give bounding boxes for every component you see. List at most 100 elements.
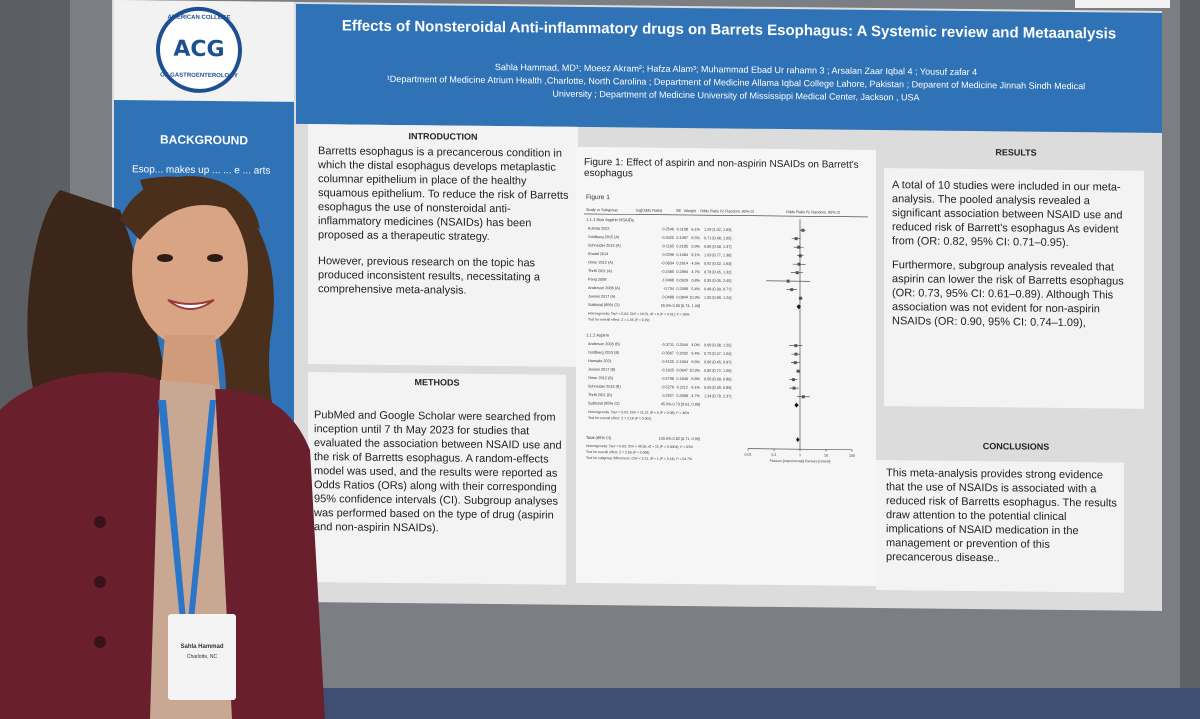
introduction-paragraph-2: However, previous research on the topic … <box>318 255 540 297</box>
study-weight: 6.8% <box>691 377 700 381</box>
background-heading: BACKGROUND <box>160 132 248 148</box>
study-weight: 4.7% <box>691 270 700 274</box>
logo-panel: AMERICAN COLLEGE ACG OF GASTROENTEROLOGY <box>114 0 294 102</box>
results-paragraph-1: A total of 10 studies were included in o… <box>892 179 1123 250</box>
poster-header: Effects of Nonsteroidal Anti-inflammator… <box>296 3 1162 133</box>
study-weight: 4.7% <box>691 394 700 398</box>
column-or-plot: Odds Ratio IV, Random, 95% CI <box>786 210 840 215</box>
study-point <box>786 279 790 283</box>
subtotal-diamond <box>794 402 799 408</box>
research-poster: AMERICAN COLLEGE ACG OF GASTROENTEROLOGY… <box>112 0 1162 611</box>
study-se: 0.2112 <box>677 385 688 389</box>
study-or-ci: 0.35 [0.05, 2.45] <box>704 279 731 283</box>
logo-ring-bottom: OF GASTROENTEROLOGY <box>160 72 238 80</box>
study-or-ci: 1.29 [1.02, 1.63] <box>704 228 731 232</box>
top-sign <box>1075 0 1170 8</box>
study-log-or: -0.2485 <box>661 270 674 274</box>
study-name: Omer 2012 (A) <box>588 260 614 264</box>
column-study: Study or Subgroup <box>586 208 618 212</box>
study-name: Schneider 2015 (A) <box>588 243 621 247</box>
total-heterogeneity: Heterogeneity: Tau² = 0.05; Chi² = 40.56… <box>586 444 693 449</box>
study-weight: 5.4% <box>691 287 700 291</box>
study-point <box>794 352 798 356</box>
total-label: Total (95% CI) <box>586 435 612 440</box>
introduction-heading: INTRODUCTION <box>408 131 478 142</box>
study-se: 0.1484 <box>676 253 688 257</box>
study-weight: 6.5% <box>691 236 700 240</box>
poster-authors: Sahla Hammad, MD¹; Moeez Akram²; Hafza A… <box>386 60 1086 106</box>
study-or-ci: 0.56 [0.39, 0.80] <box>704 377 731 381</box>
study-se: 0.1997 <box>676 236 688 240</box>
presenter-person <box>0 176 325 719</box>
study-or-ci: 0.48 [0.30, 0.77] <box>704 287 731 291</box>
total-value: 100.0% 0.82 [0.71, 0.95] <box>659 437 700 441</box>
column-se: SE <box>676 209 682 213</box>
study-or-ci: 0.85 [0.72, 1.00] <box>704 369 731 373</box>
subtotal-value: 45.0% 0.73 [0.61, 0.89] <box>661 402 700 406</box>
logo-ring-top: AMERICAN COLLEGE <box>167 14 231 22</box>
study-or-ci: 0.70 [0.47, 1.04] <box>704 352 731 356</box>
x-tick-label: 0.1 <box>772 453 777 457</box>
study-log-or: 0.2546 <box>662 227 674 231</box>
methods-heading: METHODS <box>414 377 460 388</box>
study-name: Jowani 2017 (A) <box>588 294 616 298</box>
methods-panel: METHODS PubMed and Google Scholar were s… <box>308 372 566 585</box>
heterogeneity-text: Heterogeneity: Tau² = 0.03; Chi² = 11.12… <box>588 410 689 415</box>
study-log-or: -0.3711 <box>661 343 674 347</box>
study-or-ci: 0.71 [0.48, 1.05] <box>704 236 731 240</box>
acg-logo: AMERICAN COLLEGE ACG OF GASTROENTEROLOGY <box>156 6 242 94</box>
study-point <box>797 245 801 249</box>
study-weight: 10.3% <box>689 369 700 373</box>
x-tick-label: 100 <box>849 454 855 458</box>
column-weight: Weight <box>684 209 697 213</box>
total-effect: Test for overall effect: Z = 2.66 (P = 0… <box>586 450 649 455</box>
study-or-ci: 0.78 [0.45, 1.32] <box>704 270 731 274</box>
subgroup-heading: 1.1.1 Non Aspirin NSAIDs <box>586 217 634 223</box>
heterogeneity-text: Heterogeneity: Tau² = 0.04; Chi² = 19.51… <box>588 311 689 316</box>
header-rule <box>584 213 868 218</box>
study-or-ci: 1.03 [0.77, 1.38] <box>704 253 731 257</box>
introduction-text: Barretts esophagus is a precancerous con… <box>318 144 570 299</box>
poster-title: Effects of Nonsteroidal Anti-inflammator… <box>341 17 1117 43</box>
study-or-ci: 0.59 [0.39, 0.89] <box>704 386 731 390</box>
study-name: Khalaf 2014 <box>588 252 608 256</box>
study-point <box>791 378 795 382</box>
study-name: Kubota 2022 <box>588 226 610 230</box>
study-se: 0.0647 <box>676 368 688 372</box>
conclusions-text: This meta-analysis provides strong evide… <box>886 467 1117 565</box>
results-paragraph-2: Furthermore, subgroup analysis revealed … <box>892 259 1124 330</box>
study-point <box>794 344 798 348</box>
study-name: Jowani 2017 (B) <box>588 367 616 371</box>
forest-plot: Figure 1 Study or Subgroup log[Odds Ratio]… <box>584 194 868 464</box>
figure-label: Figure 1 <box>586 194 610 201</box>
figure-panel: Figure 1: Effect of aspirin and non-aspi… <box>576 146 876 587</box>
study-log-or: 0.2927 <box>662 394 674 398</box>
results-heading: RESULTS <box>995 147 1037 158</box>
study-log-or: -0.734 <box>663 287 674 291</box>
results-text: A total of 10 studies were included in o… <box>892 178 1138 331</box>
study-point <box>801 228 805 232</box>
study-point <box>796 369 800 373</box>
subgroup-heading: 1.1.2 Aspirin <box>586 332 610 337</box>
study-se: 0.2032 <box>676 351 688 355</box>
study-point <box>790 288 794 292</box>
study-or-ci: 1.05 [0.89, 1.24] <box>704 296 731 300</box>
study-or-ci: 0.66 [0.45, 0.97] <box>704 360 731 364</box>
favours-label: Favours [experimental] Favours [control] <box>770 459 831 464</box>
study-log-or: -0.3567 <box>661 351 674 355</box>
study-or-ci: 0.89 [0.58, 1.37] <box>704 245 731 249</box>
study-name: Thrift 2011 (B) <box>588 393 613 397</box>
study-name: Thrift 2011 (A) <box>588 269 613 273</box>
study-name: Schneider 2015 (B) <box>588 384 621 388</box>
study-weight: 6.6% <box>691 360 700 364</box>
introduction-paragraph-1: Barretts esophagus is a precancerous con… <box>318 145 569 243</box>
name-badge: Sahla Hammad Charlotte, NC <box>168 614 236 700</box>
study-or-ci: 0.69 [0.38, 1.25] <box>704 343 731 347</box>
study-weight: 5.9% <box>691 245 700 249</box>
x-tick-label: 1 <box>799 453 801 457</box>
study-se: 0.1198 <box>677 227 688 231</box>
study-se: 0.2398 <box>676 287 688 291</box>
study-weight: 6.4% <box>691 352 700 356</box>
study-name: Pang 2008 <box>588 277 606 281</box>
